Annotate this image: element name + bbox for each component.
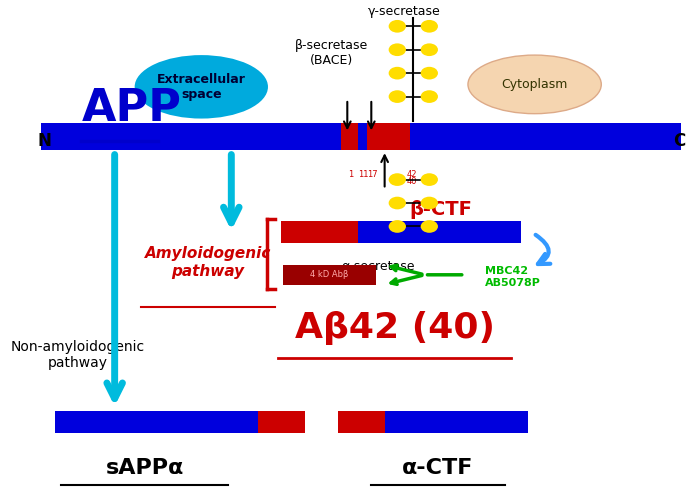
Text: C: C (673, 132, 686, 150)
Bar (385, 411, 528, 434)
Text: 1: 1 (348, 170, 354, 179)
Bar (55, 411, 258, 434)
Text: β-CTF: β-CTF (410, 200, 473, 218)
Text: 17: 17 (367, 170, 377, 179)
Ellipse shape (388, 43, 406, 56)
Bar (341, 123, 358, 150)
Ellipse shape (388, 20, 406, 32)
Bar (283, 265, 376, 285)
Text: α-secretase: α-secretase (341, 260, 415, 273)
Ellipse shape (420, 220, 438, 233)
Bar (41, 123, 681, 150)
Text: 42: 42 (406, 170, 417, 179)
Ellipse shape (420, 67, 438, 80)
Text: β-secretase
(BACE): β-secretase (BACE) (294, 39, 368, 67)
Text: α-CTF: α-CTF (402, 458, 474, 478)
Ellipse shape (388, 67, 406, 80)
Text: Non-amyloidogenic
pathway: Non-amyloidogenic pathway (11, 340, 145, 370)
Bar (338, 411, 385, 434)
Bar (258, 411, 305, 434)
Ellipse shape (420, 20, 438, 32)
Text: sAPPα: sAPPα (106, 458, 184, 478)
Ellipse shape (134, 55, 268, 118)
Bar (281, 221, 358, 243)
Ellipse shape (420, 197, 438, 209)
Text: Cytoplasm: Cytoplasm (501, 78, 568, 91)
Text: Aβ42 (40): Aβ42 (40) (294, 311, 495, 346)
Ellipse shape (388, 90, 406, 103)
Ellipse shape (388, 220, 406, 233)
Ellipse shape (420, 43, 438, 56)
Text: MBC42
AB5078P: MBC42 AB5078P (484, 267, 541, 288)
Ellipse shape (468, 55, 601, 114)
Text: N: N (38, 132, 52, 150)
Ellipse shape (420, 90, 438, 103)
Text: Extracellular
space: Extracellular space (157, 73, 246, 101)
Text: 40: 40 (406, 177, 417, 186)
Ellipse shape (420, 173, 438, 186)
Text: Amyloidogenic
pathway: Amyloidogenic pathway (145, 246, 271, 279)
Text: γ-secretase: γ-secretase (368, 5, 441, 19)
Bar (358, 221, 521, 243)
Ellipse shape (388, 197, 406, 209)
Bar (367, 123, 410, 150)
Text: 4 kD Abβ: 4 kD Abβ (310, 270, 349, 279)
Text: 11: 11 (358, 170, 369, 179)
Text: APP: APP (81, 87, 182, 130)
Ellipse shape (388, 173, 406, 186)
